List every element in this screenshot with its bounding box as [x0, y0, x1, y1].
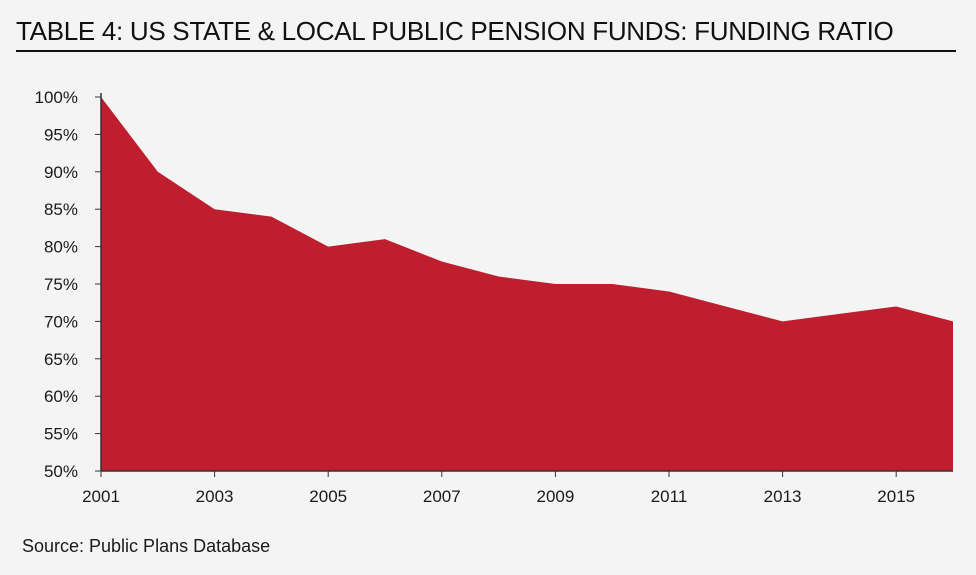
x-tick-label: 2007: [423, 487, 461, 506]
x-tick-label: 2011: [651, 487, 688, 506]
x-tick-label: 2015: [877, 487, 915, 506]
title-rule: [16, 50, 956, 52]
y-tick-label: 80%: [44, 238, 78, 257]
y-tick-label: 50%: [44, 462, 78, 481]
y-tick-labels: 50% 55% 60% 65% 70% 75% 80% 85% 90% 95% 100%: [35, 88, 78, 481]
x-tick-label: 2009: [536, 487, 574, 506]
x-tick-label: 2003: [196, 487, 234, 506]
y-tick-label: 65%: [44, 350, 78, 369]
y-tick-label: 95%: [44, 125, 78, 144]
y-tick-label: 70%: [44, 312, 78, 331]
area-layer: [101, 97, 953, 471]
x-tick-label: 2001: [82, 487, 120, 506]
y-tick-label: 55%: [44, 425, 78, 444]
x-tick-label: 2005: [309, 487, 347, 506]
y-tick-label: 90%: [44, 163, 78, 182]
chart-title: TABLE 4: US STATE & LOCAL PUBLIC PENSION…: [16, 16, 894, 46]
x-tick-label: 2013: [764, 487, 802, 506]
source-note: Source: Public Plans Database: [22, 536, 271, 556]
x-tick-labels: 2001 2003 2005 2007 2009 2011 2013 2015: [82, 487, 915, 506]
y-tick-label: 60%: [44, 387, 78, 406]
y-tick-label: 85%: [44, 200, 78, 219]
y-tick-label: 100%: [35, 88, 78, 107]
axis-layer: [95, 93, 953, 477]
y-tick-label: 75%: [44, 275, 78, 294]
funding-ratio-area: [101, 97, 953, 471]
